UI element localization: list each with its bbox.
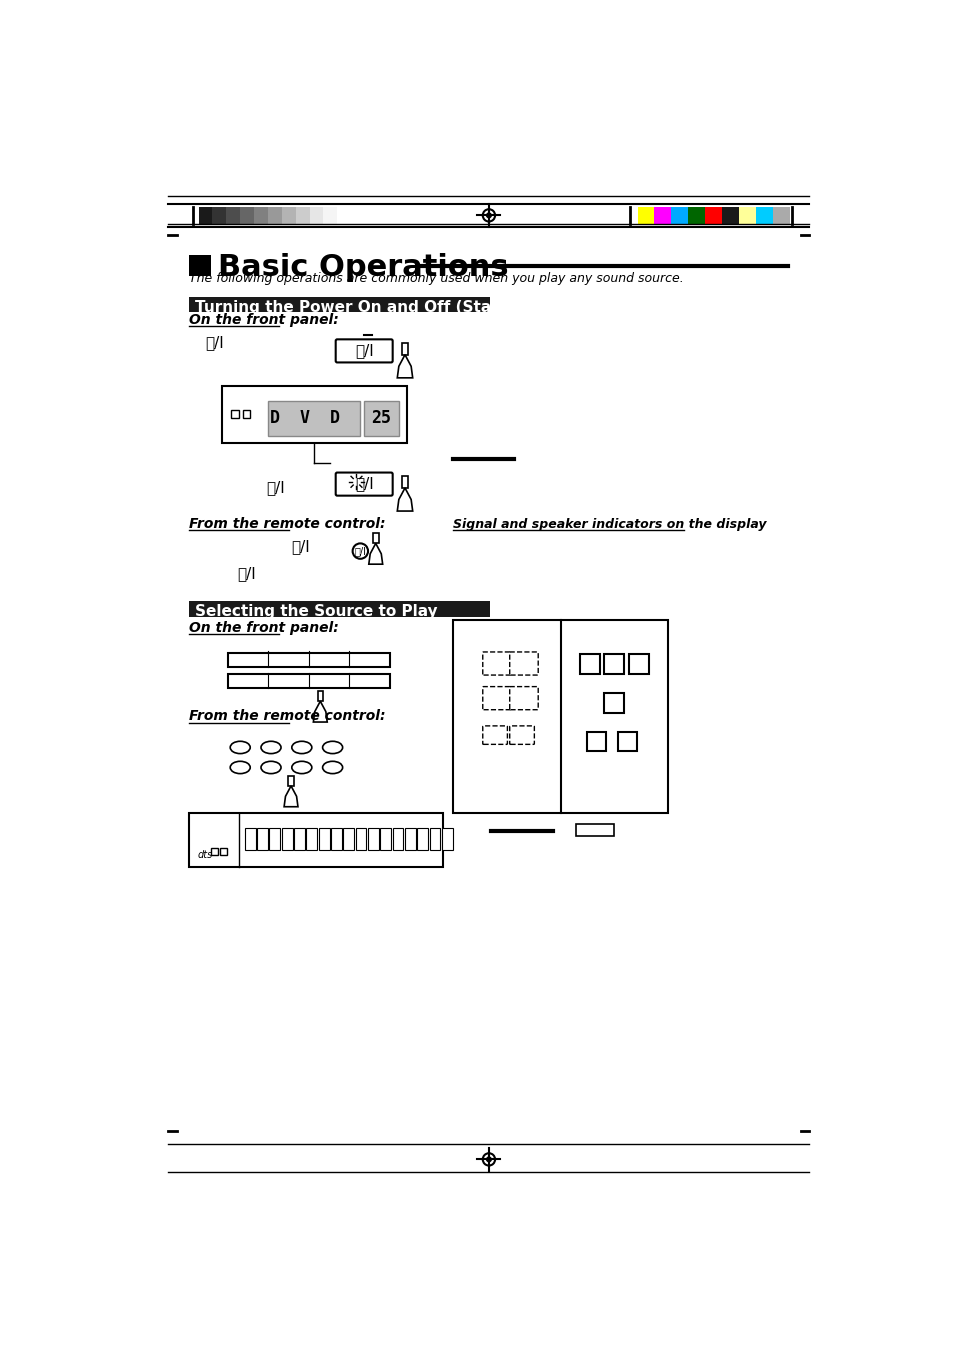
FancyBboxPatch shape <box>482 652 511 675</box>
Bar <box>355 829 366 850</box>
Bar <box>364 402 398 435</box>
Text: From the remote control:: From the remote control: <box>190 516 386 531</box>
Text: Signal and speaker indicators on the display: Signal and speaker indicators on the dis… <box>453 518 765 531</box>
Bar <box>220 848 227 856</box>
Bar <box>228 675 389 688</box>
Bar <box>441 829 453 850</box>
Bar <box>269 829 280 850</box>
Bar <box>190 813 443 867</box>
Text: ⏻/I: ⏻/I <box>355 477 374 492</box>
Text: ⏻/I: ⏻/I <box>354 546 366 556</box>
Bar <box>739 207 756 224</box>
Bar <box>268 207 281 224</box>
Text: Turning the Power On and Off (Standby): Turning the Power On and Off (Standby) <box>194 300 539 315</box>
FancyBboxPatch shape <box>482 726 507 745</box>
Bar <box>618 731 636 750</box>
Circle shape <box>486 214 491 218</box>
Bar <box>231 410 238 418</box>
FancyBboxPatch shape <box>509 687 537 710</box>
Text: ⏻/I: ⏻/I <box>355 343 374 358</box>
Bar <box>268 402 360 435</box>
Text: ⏻/I: ⏻/I <box>291 539 310 554</box>
Bar <box>190 602 489 617</box>
Bar <box>453 621 668 813</box>
FancyBboxPatch shape <box>509 652 537 675</box>
Bar <box>242 410 250 418</box>
Bar <box>306 829 317 850</box>
Bar <box>331 829 341 850</box>
Bar <box>393 829 403 850</box>
Text: Selecting the Source to Play: Selecting the Source to Play <box>194 603 437 619</box>
FancyBboxPatch shape <box>335 339 393 362</box>
Text: D  V  D: D V D <box>270 410 339 427</box>
Bar <box>211 848 217 856</box>
Bar <box>281 829 293 850</box>
Bar <box>380 829 391 850</box>
Bar <box>756 207 772 224</box>
Bar <box>576 825 614 836</box>
FancyBboxPatch shape <box>482 687 511 710</box>
Bar <box>628 654 648 675</box>
Bar <box>416 829 428 850</box>
Text: ⏻/I: ⏻/I <box>266 480 285 495</box>
Bar <box>226 207 240 224</box>
Bar <box>654 207 671 224</box>
Bar <box>318 829 329 850</box>
Bar <box>245 829 255 850</box>
Text: ⏻/I: ⏻/I <box>205 335 223 350</box>
FancyBboxPatch shape <box>509 726 534 745</box>
Bar <box>405 829 416 850</box>
Bar <box>587 731 605 750</box>
Bar <box>281 207 295 224</box>
Text: 25: 25 <box>371 410 391 427</box>
Bar <box>604 692 624 713</box>
Text: The following operations are commonly used when you play any sound source.: The following operations are commonly us… <box>190 272 683 284</box>
Bar <box>213 207 226 224</box>
Bar <box>429 829 440 850</box>
Text: From the remote control:: From the remote control: <box>190 710 386 723</box>
Text: ⏻/I: ⏻/I <box>237 566 255 581</box>
Bar <box>253 207 268 224</box>
Bar <box>637 207 654 224</box>
Bar <box>604 654 624 675</box>
Bar <box>671 207 688 224</box>
Bar <box>579 654 599 675</box>
Bar <box>772 207 789 224</box>
Bar <box>198 207 213 224</box>
Text: On the front panel:: On the front panel: <box>190 312 338 327</box>
Bar <box>323 207 336 224</box>
Bar <box>190 297 489 312</box>
Bar <box>221 385 406 443</box>
Bar <box>257 829 268 850</box>
Bar <box>688 207 704 224</box>
Bar <box>704 207 721 224</box>
Bar <box>309 207 323 224</box>
Bar <box>228 653 389 667</box>
Bar <box>368 829 378 850</box>
Bar <box>240 207 253 224</box>
Bar <box>294 829 305 850</box>
Bar <box>721 207 739 224</box>
Bar <box>295 207 309 224</box>
Bar <box>190 254 211 276</box>
Text: dts: dts <box>197 850 213 860</box>
Text: Basic Operations: Basic Operations <box>217 253 508 283</box>
Bar <box>343 829 354 850</box>
Circle shape <box>486 1157 491 1161</box>
FancyBboxPatch shape <box>335 473 393 496</box>
Text: On the front panel:: On the front panel: <box>190 621 338 635</box>
